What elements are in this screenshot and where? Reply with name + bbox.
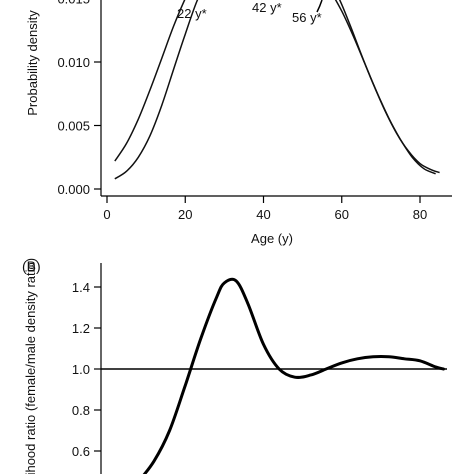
annotation-22y: 22 y* xyxy=(177,6,207,21)
panel-b-y-tick-label: 1.2 xyxy=(72,321,90,336)
panel-a-x-tick-label: 0 xyxy=(103,207,110,222)
panel-a-y-tick-label: 0.015 xyxy=(57,0,90,7)
panel-a-y-axis-title: Probability density xyxy=(25,10,40,116)
panel-a-x-ticks: 0 20 40 60 80 xyxy=(103,196,427,222)
panel-b-label: (B) xyxy=(22,258,41,274)
panel-a-y-ticks: 0.000 0.005 0.010 0.015 xyxy=(57,0,101,197)
panel-a-x-tick-label: 40 xyxy=(256,207,270,222)
annotation-56y: 56 y* xyxy=(292,10,322,25)
panel-a-series xyxy=(114,0,440,180)
panel-b-y-ticks: 0.6 0.8 1.0 1.2 1.4 xyxy=(72,280,101,459)
panel-b: (B) 0.6 0.8 1.0 1.2 1.4 kelihood ratio (fema… xyxy=(22,258,447,474)
panel-b-y-tick-label: 0.6 xyxy=(72,444,90,459)
annotation-56y-pointer xyxy=(316,0,323,13)
panel-b-y-tick-label: 1.4 xyxy=(72,280,90,295)
panel-b-y-tick-label: 1.0 xyxy=(72,362,90,377)
panel-a-x-axis-title: Age (y) xyxy=(251,231,293,246)
panel-a-x-tick-label: 80 xyxy=(413,207,427,222)
panel-b-series-1-line xyxy=(142,277,445,474)
panel-a-series-2-line xyxy=(114,0,440,180)
panel-a-y-tick-label: 0.005 xyxy=(57,119,90,134)
panel-a-x-tick-label: 60 xyxy=(335,207,349,222)
panel-a-y-tick-label: 0.000 xyxy=(57,182,90,197)
annotation-42y: 42 y* xyxy=(252,0,282,15)
panel-b-series xyxy=(142,277,445,474)
panel-a-x-tick-label: 20 xyxy=(178,207,192,222)
panel-a: 0.000 0.005 0.010 0.015 0 20 40 60 80 Age (y) P… xyxy=(25,0,452,246)
panel-a-y-tick-label: 0.010 xyxy=(57,55,90,70)
panel-b-y-axis-title: kelihood ratio (female/male density rati… xyxy=(23,258,38,474)
panel-a-series-1-line xyxy=(114,0,436,175)
panel-b-y-tick-label: 0.8 xyxy=(72,403,90,418)
